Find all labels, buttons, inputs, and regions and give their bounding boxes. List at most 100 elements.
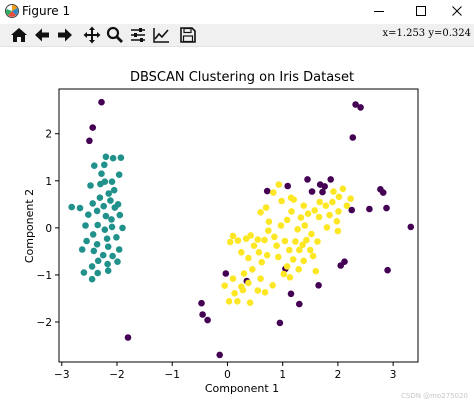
scatter-point-series-0 [304, 176, 311, 183]
scatter-point-series-2 [343, 202, 351, 209]
back-button[interactable] [31, 25, 53, 45]
y-tick-label: −2 [37, 317, 52, 329]
scatter-point-series-2 [231, 290, 238, 297]
scatter-point-series-2 [262, 204, 270, 211]
scatter-point-series-2 [335, 208, 342, 215]
scatter-point-series-1 [100, 202, 107, 210]
window-title: Figure 1 [22, 4, 71, 18]
scatter-point-series-2 [229, 232, 237, 240]
scatter-point-series-1 [102, 153, 110, 161]
zoom-button[interactable] [104, 25, 126, 45]
scatter-point-series-2 [312, 267, 320, 275]
scatter-point-series-0 [383, 204, 390, 212]
scatter-point-series-1 [104, 260, 111, 268]
scatter-point-series-1 [108, 178, 116, 185]
close-button[interactable] [440, 0, 474, 22]
scatter-point-series-2 [301, 222, 309, 229]
scatter-point-series-1 [111, 204, 119, 211]
scatter-point-series-2 [333, 218, 341, 225]
x-axis-label: Component 1 [205, 382, 279, 395]
pan-button[interactable] [81, 25, 103, 45]
scatter-point-series-2 [277, 222, 285, 229]
scatter-point-series-2 [288, 208, 295, 215]
scatter-point-series-1 [93, 207, 101, 215]
scatter-point-series-2 [225, 298, 233, 305]
scatter-point-series-2 [339, 185, 347, 193]
scatter-point-series-2 [234, 298, 241, 305]
scatter-point-series-2 [229, 275, 237, 282]
scatter-point-series-0 [379, 189, 387, 196]
scatter-point-series-1 [113, 234, 120, 241]
scatter-point-series-1 [109, 154, 117, 162]
scatter-point-series-0 [198, 299, 205, 307]
home-button[interactable] [8, 25, 30, 45]
scatter-point-series-2 [263, 251, 271, 259]
scatter-point-series-2 [254, 236, 262, 243]
scatter-point-series-2 [254, 287, 262, 294]
scatter-point-series-2 [330, 188, 337, 195]
x-tick-label: −2 [109, 369, 124, 381]
axis-ticks: −3 −2 −1 0 1 2 3 −2 −1 0 1 2 [37, 129, 397, 381]
line-chart-icon [153, 28, 169, 43]
scatter-point-series-1 [101, 161, 108, 169]
scatter-point-series-2 [307, 246, 314, 254]
scatter-point-series-0 [349, 134, 357, 141]
scatter-point-series-2 [315, 213, 323, 221]
scatter-point-series-1 [108, 223, 116, 231]
move-icon [83, 26, 101, 44]
scatter-point-series-0 [384, 266, 391, 274]
scatter-point-series-2 [258, 258, 266, 266]
scatter-point-series-2 [245, 279, 252, 287]
y-tick-label: −1 [37, 270, 52, 282]
scatter-point-series-2 [300, 257, 308, 265]
scatter-point-series-2 [347, 195, 354, 202]
scatter-point-series-2 [286, 246, 293, 254]
scatter-point-series-2 [245, 254, 252, 262]
maximize-button[interactable] [404, 0, 438, 22]
figure-canvas[interactable]: DBSCAN Clustering on Iris Dataset −3 −2 −1… [0, 47, 474, 401]
scatter-point-series-0 [89, 124, 96, 131]
scatter-point-series-1 [102, 212, 110, 220]
scatter-point-series-1 [82, 222, 89, 229]
scatter-point-series-1 [105, 190, 112, 197]
cursor-coordinates: x=1.253 y=0.324 [382, 28, 471, 39]
matplotlib-logo-icon [4, 3, 20, 19]
scatter-point-series-2 [257, 275, 264, 282]
scatter-point-series-1 [94, 269, 101, 277]
scatter-point-series-1 [85, 211, 92, 218]
scatter-point-series-0 [296, 300, 303, 308]
scatter-point-series-2 [280, 270, 288, 278]
subplots-button[interactable] [127, 25, 149, 45]
data-points [68, 98, 415, 359]
save-button[interactable] [177, 25, 199, 45]
scatter-point-series-0 [308, 188, 316, 195]
scatter-chart: DBSCAN Clustering on Iris Dataset −3 −2 −1… [23, 70, 419, 395]
close-icon [452, 6, 462, 16]
sliders-icon [131, 28, 145, 42]
scatter-point-series-2 [299, 241, 306, 249]
scatter-point-series-2 [308, 230, 315, 238]
scatter-point-series-1 [114, 258, 121, 265]
scatter-point-series-2 [273, 242, 280, 249]
scatter-point-series-2 [281, 237, 289, 245]
arrow-right-icon [58, 28, 72, 42]
magnifier-icon [106, 26, 123, 43]
forward-button[interactable] [54, 25, 76, 45]
x-tick-label: 0 [224, 369, 231, 381]
scatter-point-series-0 [98, 98, 105, 106]
scatter-point-series-1 [99, 251, 107, 259]
scatter-point-series-1 [115, 171, 123, 178]
scatter-point-series-1 [110, 186, 118, 194]
scatter-point-series-0 [366, 205, 373, 213]
scatter-point-series-2 [316, 198, 324, 206]
scatter-point-series-2 [303, 236, 310, 244]
edit-axes-button[interactable] [150, 25, 172, 45]
scatter-point-series-0 [319, 188, 326, 196]
scatter-point-series-1 [89, 231, 97, 238]
scatter-point-series-2 [334, 227, 342, 235]
scatter-point-series-0 [263, 187, 271, 195]
scatter-point-series-1 [94, 221, 101, 229]
scatter-point-series-1 [104, 243, 112, 250]
scatter-point-series-2 [283, 263, 291, 270]
minimize-button[interactable] [362, 0, 396, 22]
